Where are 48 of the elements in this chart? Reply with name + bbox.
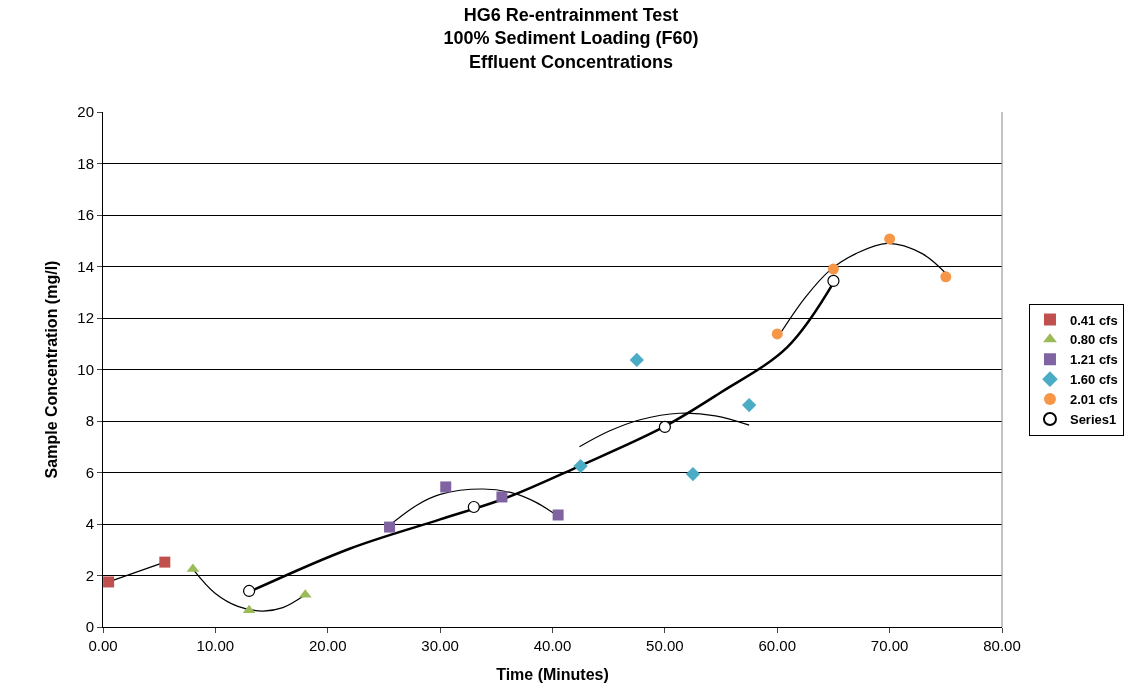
y-tick-label: 16 (77, 206, 94, 224)
point (552, 509, 564, 521)
point (771, 328, 783, 340)
x-tick-label: 50.00 (646, 637, 684, 654)
x-tick-label: 60.00 (758, 637, 797, 654)
point (242, 604, 256, 614)
legend-label: Series1 (1069, 412, 1117, 428)
x-tick-label: 30.00 (421, 637, 459, 654)
y-tick-label: 4 (85, 515, 94, 533)
x-tick-label: 0.00 (88, 637, 118, 654)
legend-label: 0.80 cfs (1069, 332, 1118, 348)
point (467, 500, 480, 514)
legend-label: 2.01 cfs (1069, 392, 1118, 408)
point (384, 521, 396, 533)
point (827, 274, 840, 288)
point (440, 481, 452, 493)
y-axis-title: Sample Concentration (mg/l) (43, 260, 61, 479)
y-tick-label: 2 (85, 566, 94, 584)
x-tick-label: 20.00 (308, 637, 347, 654)
y-tick-label: 0 (85, 618, 94, 636)
point (940, 271, 952, 283)
y-tick-label: 6 (85, 463, 94, 481)
x-tick-label: 70.00 (870, 637, 909, 654)
point (629, 352, 644, 368)
y-tick-label: 18 (77, 154, 94, 172)
x-tick-label: 40.00 (533, 637, 572, 654)
y-tick-label: 14 (77, 257, 94, 275)
y-tick-label: 10 (77, 360, 94, 378)
chart-title: HG6 Re-entrainment Test 100% Sediment Loading (F60) Effluent Concentrations (443, 5, 699, 72)
point (742, 397, 757, 413)
point (827, 263, 839, 275)
point (159, 556, 171, 568)
legend-label: 0.41 cfs (1069, 312, 1118, 328)
legend-label: 1.60 cfs (1069, 372, 1118, 388)
y-tick-label: 8 (85, 412, 94, 430)
x-tick-label: 80.00 (983, 637, 1021, 654)
y-tick-label: 12 (77, 309, 94, 327)
legend-label: 1.21 cfs (1069, 352, 1118, 368)
point (685, 466, 701, 482)
point (103, 576, 115, 588)
x-axis-title: Time (Minutes) (496, 665, 609, 683)
point (884, 233, 896, 245)
point (658, 420, 671, 434)
point (496, 491, 508, 503)
x-tick-label: 10.00 (196, 637, 235, 654)
point (242, 584, 256, 598)
point (573, 458, 588, 474)
y-tick-label: 20 (77, 103, 94, 121)
